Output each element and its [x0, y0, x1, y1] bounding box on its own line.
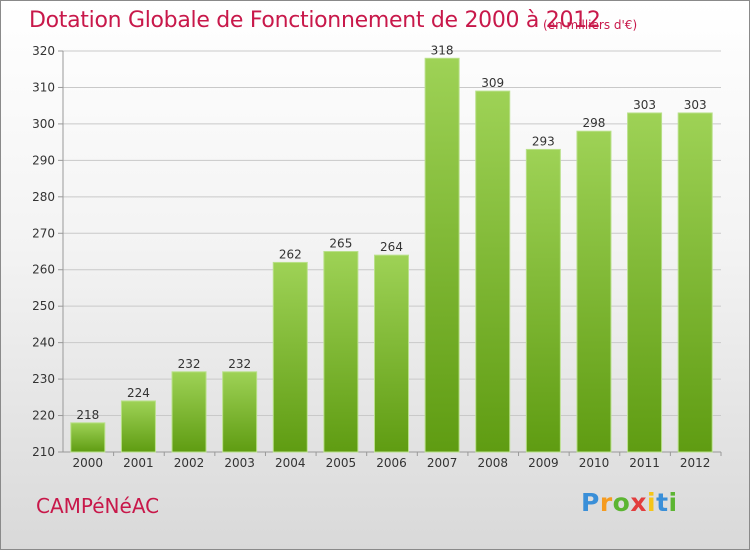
bar: [475, 90, 511, 453]
bar: [323, 251, 359, 453]
bar: [222, 371, 258, 453]
bar-value-label: 224: [127, 386, 150, 400]
logo-letter: i: [647, 488, 657, 517]
x-tick-label: 2006: [376, 456, 407, 470]
y-tick-label: 310: [32, 80, 55, 94]
y-tick-label: 270: [32, 226, 55, 240]
bar: [525, 148, 561, 453]
bar: [374, 254, 409, 453]
bar: [576, 130, 612, 453]
bar: [171, 371, 207, 453]
bar: [120, 400, 156, 453]
y-tick-label: 240: [32, 336, 55, 350]
bar-value-label: 265: [329, 237, 352, 251]
y-tick-label: 290: [32, 153, 55, 167]
y-tick-label: 220: [32, 409, 55, 423]
chart-subtitle: (en milliers d'€): [543, 18, 638, 32]
y-tick-label: 250: [32, 299, 55, 313]
bar: [272, 261, 308, 453]
bar-value-label: 298: [583, 116, 606, 130]
bars: [70, 57, 713, 453]
x-tick-label: 2005: [326, 456, 357, 470]
bar-value-label: 318: [431, 43, 454, 57]
x-tick-label: 2009: [528, 456, 559, 470]
logo-letter: t: [656, 488, 669, 517]
x-tick-label: 2001: [123, 456, 154, 470]
logo-letter: x: [630, 488, 647, 517]
x-tick-label: 2012: [680, 456, 711, 470]
bar-value-label: 232: [178, 357, 201, 371]
bar-value-label: 232: [228, 357, 251, 371]
bar-value-label: 262: [279, 247, 302, 261]
bar: [627, 112, 663, 453]
bar-value-label: 303: [684, 98, 707, 112]
x-tick-label: 2008: [477, 456, 508, 470]
bar: [70, 422, 106, 453]
bar-value-label: 264: [380, 240, 403, 254]
y-tick-label: 300: [32, 117, 55, 131]
y-tick-label: 320: [32, 44, 55, 58]
labels: 210 220 230 240 250 260 270 280 290 300 310 320 218 2…: [32, 43, 710, 470]
bar-value-label: 303: [633, 98, 656, 112]
x-tick-label: 2004: [275, 456, 306, 470]
bar: [424, 57, 460, 453]
x-tick-label: 2002: [174, 456, 205, 470]
logo-letter: P: [581, 488, 600, 517]
x-tick-label: 2003: [224, 456, 255, 470]
proxiti-logo[interactable]: Proxiti: [581, 488, 678, 517]
place-name: CAMPéNéAC: [36, 494, 160, 518]
x-tick-label: 2011: [629, 456, 660, 470]
logo-letter: o: [612, 488, 631, 517]
bar-value-label: 293: [532, 134, 555, 148]
bar: [677, 112, 713, 453]
chart-title: Dotation Globale de Fonctionnement de 20…: [29, 8, 601, 33]
x-tick-label: 2007: [427, 456, 458, 470]
x-tick-label: 2000: [73, 456, 104, 470]
logo-letter: i: [668, 488, 678, 517]
x-tick-label: 2010: [579, 456, 610, 470]
bar-value-label: 309: [481, 76, 504, 90]
y-tick-label: 230: [32, 372, 55, 386]
bar-value-label: 218: [76, 408, 99, 422]
y-tick-label: 210: [32, 445, 55, 459]
y-tick-label: 280: [32, 190, 55, 204]
logo-letter: r: [599, 488, 613, 517]
y-tick-label: 260: [32, 263, 55, 277]
